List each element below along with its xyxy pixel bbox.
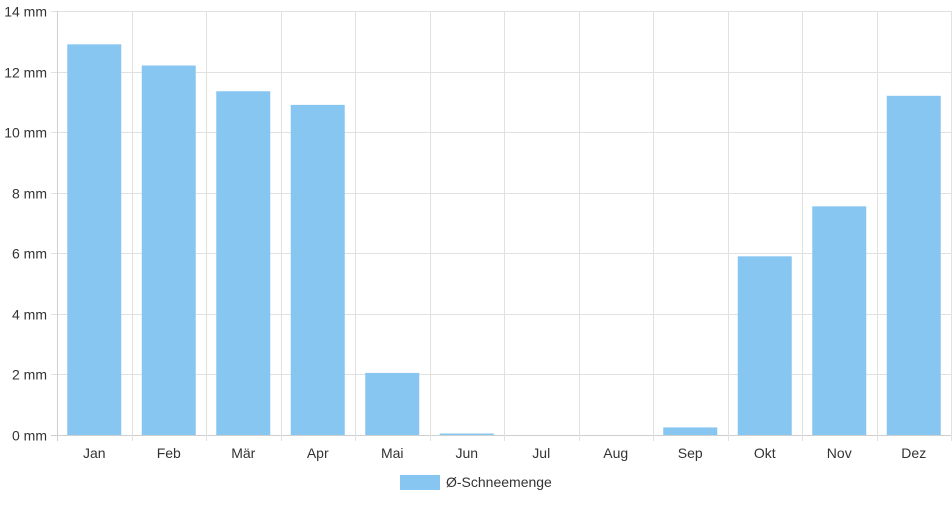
x-tick-label: Nov [827,445,852,461]
bar[interactable] [439,433,494,435]
y-tick-label: 14 mm [4,4,47,20]
y-tick-label: 6 mm [12,246,47,262]
bar[interactable] [663,427,718,435]
y-tick-label: 2 mm [12,367,47,383]
bars-layer [67,44,941,436]
legend-swatch [400,475,440,490]
bar[interactable] [141,65,196,435]
x-tick-label: Apr [307,445,329,461]
x-tick-label: Feb [157,445,181,461]
bar[interactable] [290,104,345,435]
bar[interactable] [886,95,941,436]
bar[interactable] [737,256,792,435]
x-tick-label: Sep [678,445,703,461]
bar[interactable] [812,206,867,435]
y-tick-label: 8 mm [12,186,47,202]
x-axis-ticks: Jan Feb Mär Apr Mai Jun Jul Aug Sep Okt Nov Dez [83,445,926,461]
x-tick-label: Mär [231,445,255,461]
x-tick-label: Aug [603,445,628,461]
x-tick-label: Mai [381,445,404,461]
y-tick-label: 0 mm [12,428,47,444]
bar[interactable] [365,372,420,435]
grid-layer [51,11,952,441]
y-axis-ticks: 0 mm 2 mm 4 mm 6 mm 8 mm 10 mm 12 mm 14 mm [4,4,47,444]
y-tick-label: 4 mm [12,307,47,323]
x-tick-label: Dez [901,445,926,461]
bar[interactable] [67,44,122,436]
legend-label: Ø-Schneemenge [446,474,552,490]
x-tick-label: Jun [455,445,478,461]
bar[interactable] [216,91,271,435]
y-tick-label: 10 mm [4,125,47,141]
x-tick-label: Okt [754,445,776,461]
legend[interactable]: Ø-Schneemenge [400,474,552,490]
x-tick-label: Jul [532,445,550,461]
y-tick-label: 12 mm [4,65,47,81]
x-tick-label: Jan [83,445,106,461]
